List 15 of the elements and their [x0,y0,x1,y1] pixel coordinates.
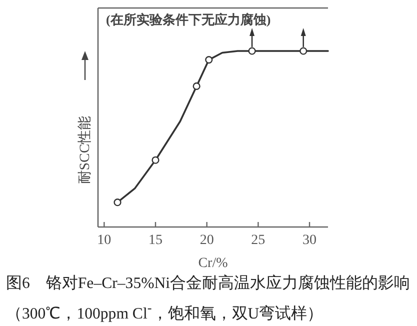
x-axis-title: Cr/% [198,256,228,271]
x-tick-label: 15 [148,233,162,248]
text: 图6 铬对Fe–Cr–35%Ni合金耐高温水应力腐蚀性能的影响（300℃，100ppm Cl$^{-}$，饱和氧，双U弯试样） [6,274,412,324]
text: (在所实验条件下无应力腐蚀) [106,12,271,27]
point [300,47,308,55]
point [248,47,256,55]
point [205,56,213,64]
x-tick-label: 20 [200,233,214,248]
point [114,198,122,206]
x-tick-label: 10 [97,233,112,248]
x-tick-label: 25 [251,233,266,248]
y-axis-title: 耐SCC性能 [77,116,93,184]
point [192,82,200,90]
x-tick-label: 30 [302,233,317,248]
point [152,156,160,164]
